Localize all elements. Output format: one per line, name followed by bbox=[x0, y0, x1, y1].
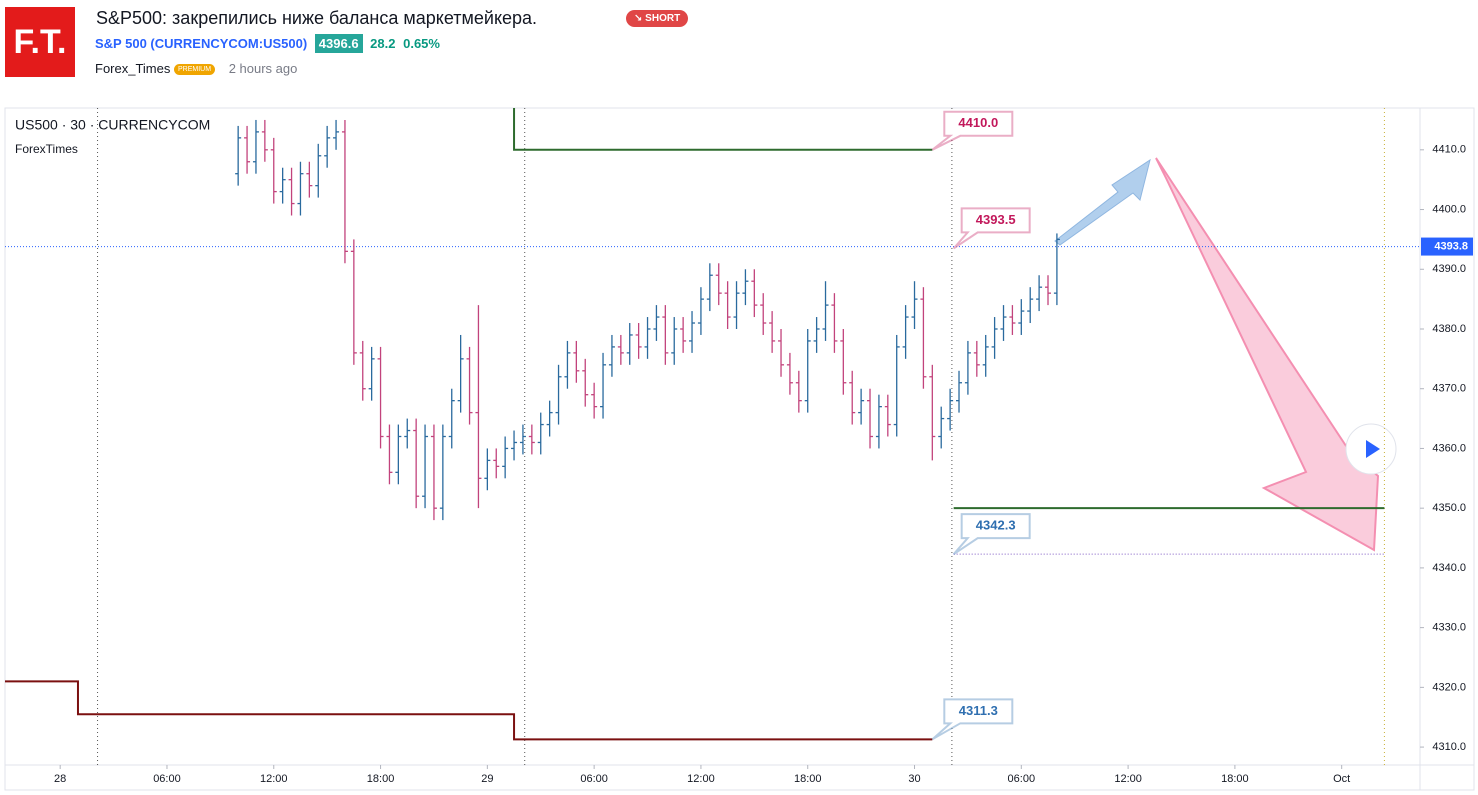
y-tick-label: 4410.0 bbox=[1432, 144, 1466, 156]
plot-area bbox=[5, 108, 1420, 765]
up-arrow bbox=[1054, 158, 1151, 246]
y-tick-label: 4320.0 bbox=[1432, 681, 1466, 693]
y-tick-label: 4330.0 bbox=[1432, 622, 1466, 634]
callout-box bbox=[952, 207, 1031, 250]
x-tick-label: 06:00 bbox=[1008, 773, 1036, 785]
x-tick-label: 18:00 bbox=[367, 773, 395, 785]
callout-box bbox=[931, 110, 1014, 151]
time: 2 hours ago bbox=[228, 61, 298, 76]
symbol-link[interactable]: S&P 500 (CURRENCYCOM:US500) bbox=[95, 36, 308, 51]
short-badge: ↘ SHORT bbox=[626, 10, 689, 27]
callout-box bbox=[931, 698, 1014, 741]
play-icon bbox=[1366, 440, 1380, 458]
x-tick-label: 18:00 bbox=[794, 773, 822, 785]
x-tick-label: 29 bbox=[481, 773, 493, 785]
y-tick-label: 4340.0 bbox=[1432, 562, 1466, 574]
y-tick-label: 4390.0 bbox=[1432, 263, 1466, 275]
author[interactable]: Forex_Times bbox=[95, 61, 171, 76]
last-price-label: 4393.8 bbox=[1434, 240, 1468, 252]
y-tick-label: 4360.0 bbox=[1432, 442, 1466, 454]
last-price-tag bbox=[1421, 237, 1473, 256]
x-tick-label: 12:00 bbox=[687, 773, 715, 785]
author-row: Forex_Times PREMIUM 2 hours ago bbox=[95, 61, 297, 76]
x-tick-label: 12:00 bbox=[1114, 773, 1142, 785]
symbol-row: S&P 500 (CURRENCYCOM:US500) 4396.6 28.2 … bbox=[95, 34, 440, 53]
change-pct: 0.65% bbox=[403, 36, 440, 51]
callout-box bbox=[952, 513, 1031, 555]
chart-frame bbox=[4, 107, 1475, 791]
callout-label: 4342.3 bbox=[976, 518, 1016, 533]
idea-title: S&P500: закрепились ниже баланса маркетм… bbox=[96, 8, 538, 28]
change: 28.2 bbox=[370, 36, 396, 51]
x-tick-label: Oct bbox=[1333, 773, 1350, 785]
level-line bbox=[5, 680, 933, 741]
down-arrow bbox=[1155, 157, 1380, 552]
y-tick-label: 4350.0 bbox=[1432, 502, 1466, 514]
x-tick-label: 28 bbox=[54, 773, 66, 785]
y-tick-label: 4400.0 bbox=[1432, 203, 1466, 215]
x-tick-label: 06:00 bbox=[153, 773, 181, 785]
price: 4396.6 bbox=[314, 34, 363, 53]
x-tick-label: 30 bbox=[908, 773, 920, 785]
x-tick-label: 18:00 bbox=[1221, 773, 1249, 785]
chart-sublegend: ForexTimes bbox=[15, 142, 78, 156]
callout-label: 4410.0 bbox=[958, 115, 998, 130]
chart-legend: US500 · 30 · CURRENCYCOM bbox=[15, 117, 210, 133]
level-line bbox=[513, 108, 933, 151]
y-tick-label: 4380.0 bbox=[1432, 323, 1466, 335]
y-tick-label: 4310.0 bbox=[1432, 741, 1466, 753]
short-label: SHORT bbox=[645, 13, 681, 24]
x-tick-label: 06:00 bbox=[580, 773, 608, 785]
y-tick-label: 4370.0 bbox=[1432, 383, 1466, 395]
premium-badge: PREMIUM bbox=[174, 64, 216, 76]
callout-label: 4393.5 bbox=[976, 212, 1016, 227]
callout-label: 4311.3 bbox=[959, 703, 998, 718]
x-tick-label: 12:00 bbox=[260, 773, 288, 785]
logo: F.T. bbox=[5, 7, 75, 77]
